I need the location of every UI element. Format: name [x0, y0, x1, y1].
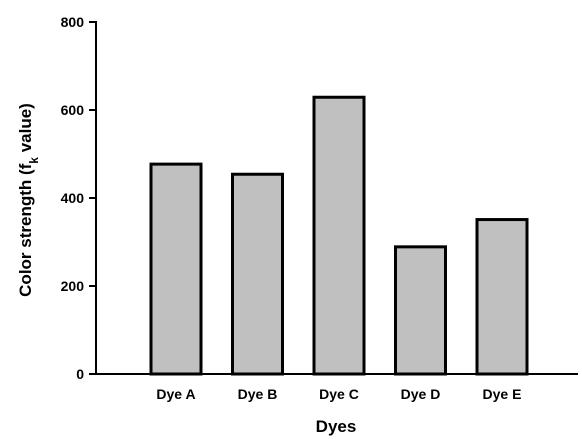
bars — [149, 95, 529, 376]
y-axis-title-main: Color strength (f — [16, 163, 35, 296]
bar-dye-b — [231, 172, 284, 376]
y-axis-title: Color strength (fk value) — [16, 103, 41, 297]
y-tick-label: 600 — [61, 102, 85, 118]
bar-dye-d — [394, 245, 447, 376]
bar-dye-c — [312, 95, 366, 376]
y-axis-title-suffix: value) — [16, 103, 35, 157]
y-axis-title-subscript: k — [27, 157, 41, 164]
bar-dye-a — [149, 162, 203, 376]
x-tick-label: Dye C — [319, 386, 359, 402]
x-axis-title: Dyes — [316, 417, 357, 436]
x-tick-label: Dye A — [156, 386, 195, 402]
y-tick-label: 800 — [61, 14, 85, 30]
y-tick-label: 200 — [61, 278, 85, 294]
y-axis-ticks: 0 200 400 600 800 — [61, 14, 96, 382]
y-tick-label: 0 — [76, 366, 84, 382]
x-tick-label: Dye E — [483, 386, 522, 402]
x-axis-tick-labels: Dye A Dye B Dye C Dye D Dye E — [156, 386, 521, 402]
bar-dye-e — [475, 218, 529, 376]
x-tick-label: Dye B — [238, 386, 278, 402]
y-tick-label: 400 — [61, 190, 85, 206]
x-tick-label: Dye D — [401, 386, 441, 402]
